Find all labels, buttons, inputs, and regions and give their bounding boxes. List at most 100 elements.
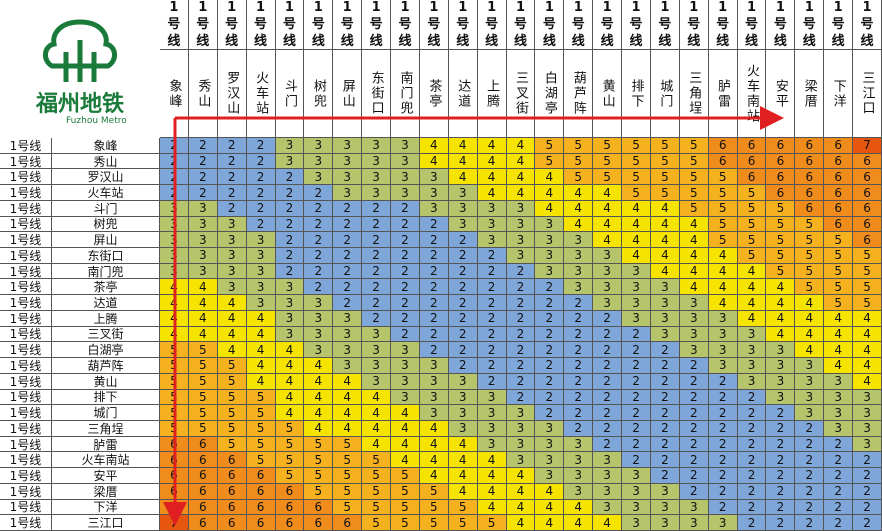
fare-cell: 3 bbox=[419, 373, 449, 390]
fare-cell: 3 bbox=[622, 515, 651, 531]
fare-cell: 2 bbox=[824, 499, 854, 516]
row-station: 下洋 bbox=[52, 499, 160, 516]
fare-cell: 2 bbox=[391, 216, 420, 233]
fare-cell: 6 bbox=[160, 468, 189, 484]
row-line-label: 1号线 bbox=[0, 232, 52, 249]
fare-cell: 3 bbox=[622, 279, 651, 296]
fare-cell: 2 bbox=[477, 279, 507, 296]
fare-cell: 5 bbox=[188, 420, 218, 437]
fare-cell: 5 bbox=[593, 153, 623, 170]
column-station: 三叉街 bbox=[506, 50, 536, 138]
fare-cell: 3 bbox=[275, 310, 305, 327]
fare-cell: 4 bbox=[535, 515, 565, 531]
fare-cell: 4 bbox=[535, 169, 565, 186]
column-line-label: 1号线 bbox=[217, 0, 247, 50]
fare-cell: 2 bbox=[246, 216, 276, 233]
fare-cell: 2 bbox=[737, 499, 767, 516]
fare-cell: 3 bbox=[622, 263, 651, 280]
fare-cell: 2 bbox=[622, 405, 651, 421]
fare-cell: 5 bbox=[391, 515, 420, 531]
fare-cell: 4 bbox=[448, 436, 478, 453]
column-station: 秀山 bbox=[188, 50, 218, 138]
fare-cell: 2 bbox=[622, 452, 651, 469]
fare-cell: 2 bbox=[304, 216, 334, 233]
fare-cell: 3 bbox=[188, 248, 218, 264]
fare-cell: 2 bbox=[737, 515, 767, 531]
row-line-label: 1号线 bbox=[0, 468, 52, 484]
fare-cell: 2 bbox=[304, 200, 334, 217]
row-station: 三角埕 bbox=[52, 420, 160, 437]
column-line-label: 1号线 bbox=[391, 0, 420, 50]
fare-cell: 2 bbox=[795, 499, 825, 516]
fare-cell: 5 bbox=[333, 452, 363, 469]
fare-cell: 3 bbox=[593, 483, 623, 500]
fare-cell: 4 bbox=[564, 216, 594, 233]
fare-cell: 6 bbox=[217, 468, 247, 484]
fare-cell: 5 bbox=[679, 200, 709, 217]
fare-cell: 2 bbox=[593, 373, 623, 390]
fare-cell: 3 bbox=[535, 263, 565, 280]
fare-cell: 6 bbox=[737, 138, 767, 154]
fare-cell: 4 bbox=[679, 232, 709, 249]
fare-cell: 5 bbox=[160, 358, 189, 374]
fare-cell: 3 bbox=[391, 373, 420, 390]
fare-cell: 5 bbox=[766, 200, 796, 217]
fare-cell: 2 bbox=[362, 232, 392, 249]
fare-cell: 5 bbox=[853, 279, 882, 296]
fare-cell: 5 bbox=[362, 452, 392, 469]
fare-cell: 2 bbox=[535, 342, 565, 359]
fare-cell: 6 bbox=[795, 200, 825, 217]
fare-cell: 3 bbox=[448, 216, 478, 233]
fare-cell: 4 bbox=[593, 200, 623, 217]
fare-cell: 4 bbox=[795, 342, 825, 359]
fare-cell: 3 bbox=[419, 405, 449, 421]
column-line-label: 1号线 bbox=[593, 0, 623, 50]
fare-cell: 2 bbox=[593, 405, 623, 421]
fare-cell: 5 bbox=[737, 200, 767, 217]
fare-cell: 5 bbox=[650, 169, 680, 186]
fare-cell: 4 bbox=[333, 420, 363, 437]
fare-cell: 2 bbox=[564, 358, 594, 374]
fare-cell: 4 bbox=[795, 295, 825, 311]
fare-cell: 2 bbox=[419, 326, 449, 343]
fare-cell: 5 bbox=[564, 169, 594, 186]
column-station: 上腾 bbox=[477, 50, 507, 138]
fare-cell: 3 bbox=[275, 138, 305, 154]
fare-cell: 2 bbox=[593, 389, 623, 406]
fare-cell: 3 bbox=[275, 153, 305, 170]
fare-cell: 3 bbox=[188, 232, 218, 249]
fare-cell: 3 bbox=[477, 232, 507, 249]
fare-cell: 2 bbox=[477, 248, 507, 264]
fare-cell: 2 bbox=[419, 279, 449, 296]
fare-cell: 5 bbox=[622, 153, 651, 170]
fare-cell: 5 bbox=[333, 436, 363, 453]
fare-cell: 3 bbox=[708, 310, 738, 327]
fare-cell: 5 bbox=[824, 295, 854, 311]
fare-cell: 3 bbox=[824, 373, 854, 390]
fare-cell: 2 bbox=[535, 389, 565, 406]
fare-cell: 4 bbox=[160, 295, 189, 311]
fare-cell: 3 bbox=[766, 373, 796, 390]
fare-cell: 2 bbox=[275, 169, 305, 186]
row-station: 胪雷 bbox=[52, 436, 160, 453]
fare-cell: 2 bbox=[650, 405, 680, 421]
fare-cell: 4 bbox=[737, 295, 767, 311]
fare-cell: 3 bbox=[448, 405, 478, 421]
column-station: 安平 bbox=[766, 50, 796, 138]
fare-cell: 3 bbox=[564, 279, 594, 296]
row-line-label: 1号线 bbox=[0, 373, 52, 390]
fare-cell: 3 bbox=[160, 248, 189, 264]
fare-cell: 4 bbox=[824, 342, 854, 359]
fare-cell: 4 bbox=[506, 499, 536, 516]
fare-cell: 2 bbox=[419, 216, 449, 233]
fare-cell: 2 bbox=[564, 295, 594, 311]
fare-cell: 5 bbox=[448, 515, 478, 531]
fare-cell: 2 bbox=[448, 263, 478, 280]
fare-cell: 5 bbox=[564, 138, 594, 154]
fare-cell: 6 bbox=[824, 216, 854, 233]
fare-cell: 2 bbox=[650, 468, 680, 484]
fare-cell: 4 bbox=[650, 200, 680, 217]
fare-cell: 4 bbox=[766, 326, 796, 343]
fare-cell: 3 bbox=[419, 200, 449, 217]
column-station: 黄山 bbox=[593, 50, 623, 138]
